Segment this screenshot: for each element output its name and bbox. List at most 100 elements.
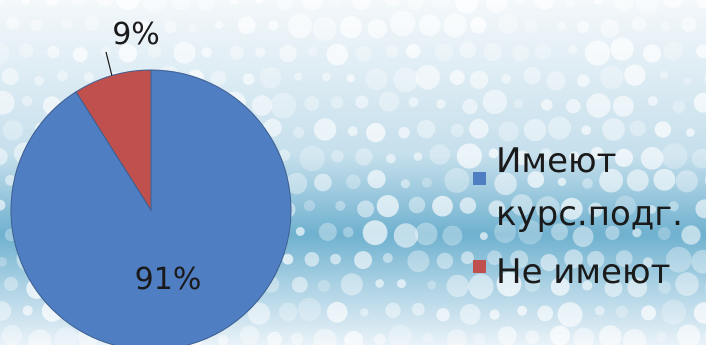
background-dot — [659, 70, 669, 80]
background-dot — [612, 95, 634, 117]
background-dot — [496, 271, 522, 297]
background-dot — [312, 16, 337, 41]
background-dot — [267, 331, 282, 345]
background-dot — [0, 147, 8, 166]
background-dot — [594, 305, 605, 316]
background-dot — [406, 44, 421, 59]
background-dot — [30, 19, 43, 32]
background-dot — [587, 250, 605, 269]
background-dot — [307, 46, 318, 57]
background-dot — [518, 220, 543, 245]
background-dot — [294, 72, 303, 81]
background-dot — [581, 125, 592, 136]
background-dot — [695, 199, 706, 219]
background-dot — [640, 147, 664, 170]
background-dot — [214, 20, 224, 30]
background-dot — [291, 276, 308, 293]
background-dot — [470, 17, 487, 34]
background-dot — [510, 194, 533, 217]
background-dot — [691, 148, 706, 169]
background-dot — [672, 100, 686, 114]
background-dot — [355, 95, 369, 109]
background-dot — [414, 222, 438, 246]
background-dot — [656, 331, 667, 343]
background-dot — [327, 0, 344, 7]
background-dot — [599, 168, 623, 193]
background-dot — [355, 46, 372, 63]
background-dot — [408, 97, 419, 107]
background-dot — [141, 0, 167, 13]
background-dot — [340, 273, 363, 296]
background-dot — [112, 21, 121, 30]
background-dot — [384, 0, 401, 7]
background-dot — [416, 119, 436, 139]
background-dot — [317, 279, 330, 292]
background-dot — [494, 172, 517, 196]
background-dot — [629, 120, 646, 137]
background-dot — [295, 227, 305, 236]
background-dot — [469, 70, 489, 90]
background-dot — [339, 16, 363, 39]
background-dot — [675, 272, 699, 296]
background-dot — [497, 326, 517, 345]
background-dot — [171, 0, 192, 11]
background-dot — [547, 116, 572, 140]
background-dot — [473, 333, 486, 345]
background-dot — [248, 302, 271, 325]
background-dot — [314, 173, 332, 192]
background-dot — [343, 226, 354, 238]
background-dot — [635, 0, 660, 14]
background-dot — [101, 46, 111, 57]
background-dot — [285, 172, 308, 195]
background-dot — [534, 0, 555, 10]
background-dot — [259, 66, 282, 89]
background-dot — [0, 0, 5, 6]
background-dot — [2, 120, 23, 141]
background-dot — [270, 92, 297, 119]
background-dot — [488, 200, 506, 217]
background-dot — [242, 73, 255, 85]
background-dot — [382, 253, 393, 263]
background-dot — [696, 0, 706, 9]
background-dot — [449, 70, 465, 85]
background-dot — [429, 144, 450, 165]
background-dot — [19, 43, 34, 58]
background-dot — [665, 246, 692, 273]
background-dot — [303, 200, 316, 212]
background-dot — [444, 168, 470, 193]
background-dot — [0, 90, 15, 115]
background-dot — [413, 152, 423, 161]
background-dot — [653, 168, 676, 191]
background-dot — [534, 43, 552, 61]
background-dot — [523, 66, 541, 85]
background-dot — [57, 70, 68, 82]
background-dot — [462, 99, 478, 115]
background-dot — [614, 148, 634, 167]
background-dot — [677, 324, 701, 345]
background-dot — [501, 74, 511, 84]
background-dot — [513, 99, 524, 109]
background-dot — [198, 0, 214, 11]
legend-swatch-ne-imeyut — [473, 260, 486, 273]
background-dot — [668, 201, 679, 212]
background-dot — [616, 305, 628, 318]
background-dot — [330, 253, 341, 265]
background-dot — [96, 0, 114, 7]
background-dot — [411, 302, 425, 316]
background-dot — [335, 200, 346, 211]
background-dot — [582, 280, 593, 291]
background-dot — [351, 0, 372, 10]
background-dot — [691, 249, 706, 274]
background-dot — [703, 72, 706, 85]
background-dot — [494, 221, 517, 243]
background-dot — [282, 253, 294, 265]
background-dot — [456, 143, 482, 169]
background-dot — [318, 222, 337, 241]
background-dot — [524, 19, 538, 33]
background-dot — [47, 45, 60, 59]
background-dot — [567, 44, 578, 55]
background-dot — [527, 171, 545, 189]
background-dot — [514, 0, 527, 4]
background-dot — [551, 223, 568, 241]
background-dot — [459, 303, 481, 325]
